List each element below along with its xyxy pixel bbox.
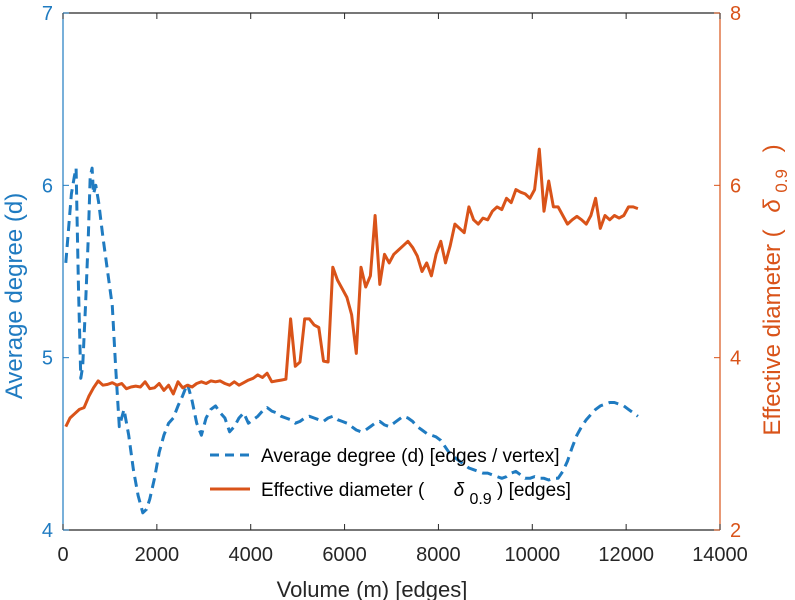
series-line-average-degree — [64, 166, 639, 515]
legend-effective-prefix: Effective diameter ( — [261, 480, 425, 501]
legend-label-effective-diameter: Effective diameter ( δ 0.9 ) [edges] — [261, 480, 571, 509]
y-right-label-symbol: δ — [759, 199, 786, 213]
series-line-effective-diameter — [64, 147, 639, 428]
x-tick-label: 12000 — [598, 544, 654, 566]
legend: Average degree (d) [edges / vertex] Effe… — [210, 446, 571, 509]
y-right-tick-label: 4 — [730, 348, 741, 370]
legend-effective-symbol: δ — [454, 480, 465, 501]
y-right-tick-label: 2 — [730, 520, 741, 542]
y-left-tick-label: 6 — [42, 175, 53, 197]
x-tick-label: 0 — [57, 544, 68, 566]
y-right-label-suffix: ) — [759, 144, 786, 152]
y-right-label-subscript: 0.9 — [772, 169, 791, 193]
legend-label-average-degree: Average degree (d) [edges / vertex] — [261, 446, 560, 467]
y-left-tick-label: 4 — [42, 520, 53, 542]
legend-effective-subscript: 0.9 — [469, 491, 491, 508]
axes-layer — [62, 12, 721, 531]
ticks-layer: 0 2000 4000 6000 8000 10000 12000 14000 4 5 6 7 2 4 6 8 — [42, 3, 748, 566]
y-right-tick-label: 6 — [730, 175, 741, 197]
series-layer — [64, 147, 639, 515]
y-left-tick-label: 5 — [42, 348, 53, 370]
y-right-label-prefix: Effective diameter ( — [759, 229, 786, 435]
y-right-tick-label: 8 — [730, 3, 741, 25]
x-tick-label: 4000 — [228, 544, 273, 566]
x-tick-label: 8000 — [416, 544, 461, 566]
x-tick-label: 10000 — [504, 544, 560, 566]
x-tick-label: 6000 — [322, 544, 367, 566]
plot-background — [63, 13, 720, 530]
y-right-axis-label: Effective diameter ( δ 0.9 ) — [759, 144, 793, 435]
plot-area — [63, 13, 720, 530]
y-left-tick-label: 7 — [42, 3, 53, 25]
x-tick-label: 14000 — [692, 544, 748, 566]
x-tick-label: 2000 — [135, 544, 180, 566]
legend-effective-suffix: ) [edges] — [497, 480, 571, 501]
y-left-axis-label: Average degree (d) — [1, 193, 28, 399]
x-axis-label: Volume (m) [edges] — [277, 577, 468, 600]
